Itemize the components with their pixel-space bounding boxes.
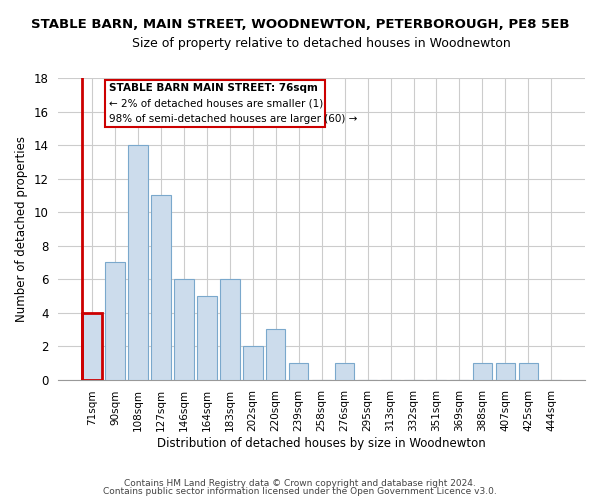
Bar xyxy=(128,145,148,380)
Text: Contains public sector information licensed under the Open Government Licence v3: Contains public sector information licen… xyxy=(103,487,497,496)
Bar xyxy=(82,312,102,380)
Bar xyxy=(496,363,515,380)
Bar xyxy=(174,279,194,380)
Bar xyxy=(289,363,308,380)
Bar xyxy=(151,196,170,380)
X-axis label: Distribution of detached houses by size in Woodnewton: Distribution of detached houses by size … xyxy=(157,437,486,450)
Bar xyxy=(105,262,125,380)
Text: 98% of semi-detached houses are larger (60) →: 98% of semi-detached houses are larger (… xyxy=(109,114,358,124)
Text: ← 2% of detached houses are smaller (1): ← 2% of detached houses are smaller (1) xyxy=(109,98,323,108)
Bar xyxy=(473,363,492,380)
Text: STABLE BARN, MAIN STREET, WOODNEWTON, PETERBOROUGH, PE8 5EB: STABLE BARN, MAIN STREET, WOODNEWTON, PE… xyxy=(31,18,569,30)
Bar xyxy=(518,363,538,380)
Bar xyxy=(220,279,239,380)
Bar xyxy=(197,296,217,380)
Text: Contains HM Land Registry data © Crown copyright and database right 2024.: Contains HM Land Registry data © Crown c… xyxy=(124,478,476,488)
Bar xyxy=(266,330,286,380)
Title: Size of property relative to detached houses in Woodnewton: Size of property relative to detached ho… xyxy=(132,38,511,51)
Y-axis label: Number of detached properties: Number of detached properties xyxy=(15,136,28,322)
Bar xyxy=(335,363,355,380)
FancyBboxPatch shape xyxy=(104,80,325,128)
Text: STABLE BARN MAIN STREET: 76sqm: STABLE BARN MAIN STREET: 76sqm xyxy=(109,84,318,94)
Bar xyxy=(243,346,263,380)
